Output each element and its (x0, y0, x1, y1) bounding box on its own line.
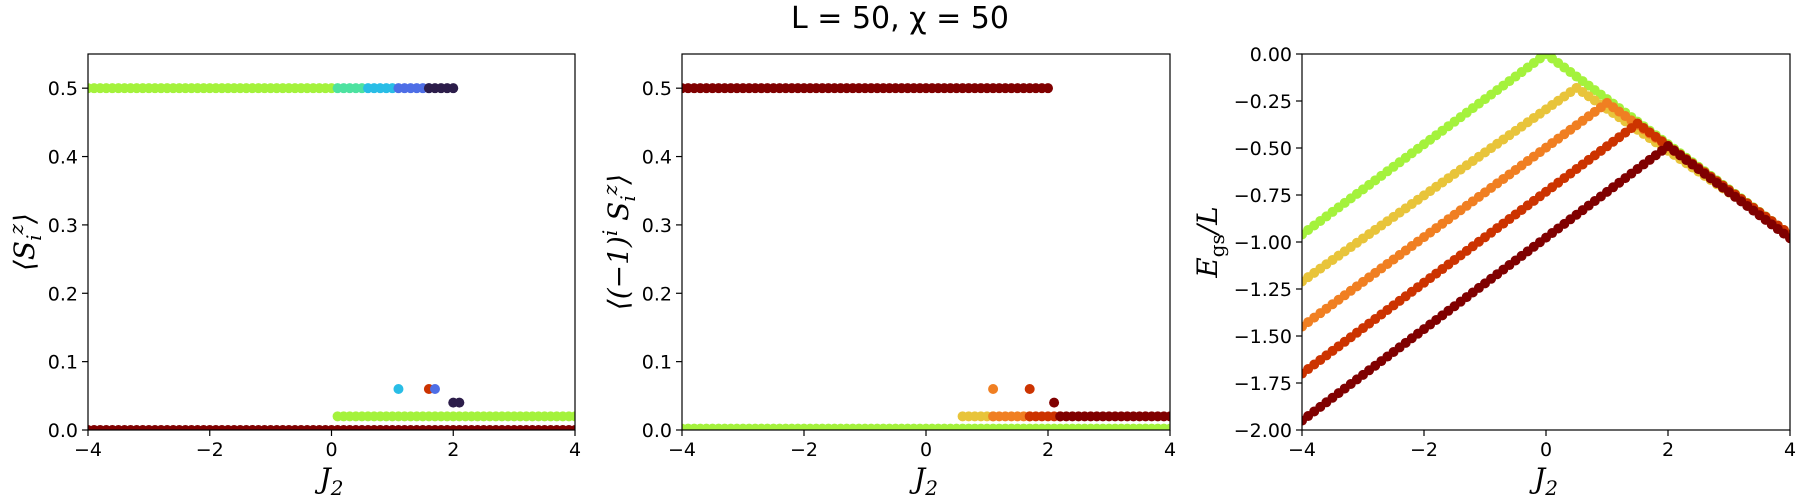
axes-frame (681, 53, 1171, 431)
data-point (1165, 423, 1170, 430)
y-tick-label: −1.25 (1234, 279, 1292, 301)
y-tick-label: 0.3 (48, 215, 78, 237)
x-tick-label: 0 (920, 439, 932, 461)
x-tick-label: 4 (569, 439, 581, 461)
y-tick-label: 0.2 (48, 283, 78, 305)
y-tick-label: −1.00 (1234, 232, 1292, 254)
x-tick-label: −4 (1288, 439, 1316, 461)
y-tick-label: 0.1 (642, 352, 672, 374)
x-tick-label: −4 (668, 439, 696, 461)
x-tick-label: 0 (1540, 439, 1552, 461)
y-axis-label: Egs/L (1191, 206, 1229, 279)
data-point (1049, 397, 1060, 408)
x-axis-label: J2 (909, 462, 938, 500)
x-axis-label: J2 (1529, 462, 1558, 500)
x-tick-label: 4 (1784, 439, 1796, 461)
y-tick-label: 0.1 (48, 352, 78, 374)
data-points (88, 83, 575, 430)
y-axis-label: ⟨(−1)i Siz⟩ (598, 174, 640, 310)
y-tick-label: 0.0 (48, 420, 78, 442)
x-tick-label: 2 (1662, 439, 1674, 461)
x-tick-label: 2 (447, 439, 459, 461)
y-axis-label: ⟨Siz⟩ (4, 213, 46, 271)
y-tick-label: 0.00 (1250, 44, 1292, 66)
x-tick-label: 0 (325, 439, 337, 461)
x-tick-label: 2 (1042, 439, 1054, 461)
data-point (1165, 411, 1170, 422)
y-tick-label: −0.50 (1234, 138, 1292, 160)
axes-frame (87, 53, 576, 431)
data-point (570, 411, 575, 422)
x-tick-label: −4 (74, 439, 102, 461)
subplot-2: −4 −2 0 2 4 0.0 0.1 0.2 0.3 0.4 0.5 J2 ⟨(−1)i Siz⟩ (598, 53, 1176, 500)
data-point (1043, 83, 1053, 94)
x-tick-label: −2 (790, 439, 818, 461)
data-point (988, 383, 999, 394)
y-tick-label: −1.75 (1234, 373, 1292, 395)
x-tick-label: −2 (1410, 439, 1438, 461)
y-tick-label: 0.5 (642, 78, 672, 100)
x-tick-label: −2 (196, 439, 224, 461)
subplots: −4 −2 0 2 4 0.0 0.1 0.2 0.3 0.4 0.5 J2 ⟨Siz⟩ −4 −2 0 2 4 0… (4, 44, 1796, 500)
data-point (1785, 233, 1790, 244)
y-tick-label: 0.4 (48, 147, 78, 169)
y-tick-label: −0.25 (1234, 91, 1292, 113)
data-point (1024, 383, 1035, 394)
y-tick-label: 0.2 (642, 283, 672, 305)
data-points (1302, 54, 1790, 426)
data-points (682, 83, 1170, 430)
y-tick-label: −0.75 (1234, 185, 1292, 207)
y-tick-label: 0.4 (642, 147, 672, 169)
y-tick-label: 0.5 (48, 78, 78, 100)
subplot-1: −4 −2 0 2 4 0.0 0.1 0.2 0.3 0.4 0.5 J2 ⟨Siz⟩ (4, 53, 581, 500)
y-tick-label: −1.50 (1234, 326, 1292, 348)
y-tick-label: 0.3 (642, 215, 672, 237)
subplot-3: −4 −2 0 2 4 −2.00 −1.75 −1.50 −1.25 −1.00 −0.75 −0.… (1191, 44, 1796, 500)
x-tick-label: 4 (1164, 439, 1176, 461)
figure-title: L = 50, χ = 50 (791, 1, 1009, 36)
data-point (454, 397, 465, 408)
y-tick-label: 0.0 (642, 420, 672, 442)
data-point (393, 383, 404, 394)
y-tick-label: −2.00 (1234, 420, 1292, 442)
data-point (570, 425, 575, 430)
x-axis-label: J2 (315, 462, 344, 500)
data-point (448, 83, 459, 94)
data-point (429, 383, 440, 394)
